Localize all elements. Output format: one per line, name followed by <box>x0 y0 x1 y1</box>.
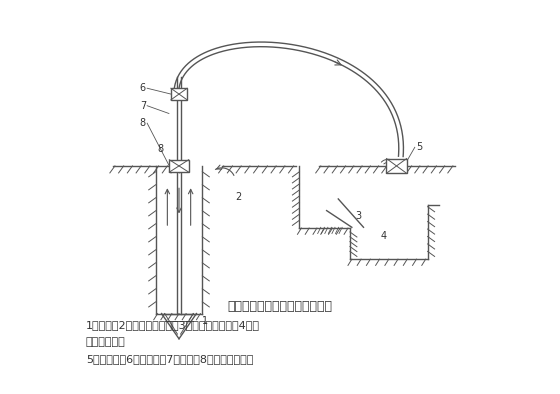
Text: 正循环回转钻进成孔原理示意图: 正循环回转钻进成孔原理示意图 <box>227 301 333 314</box>
Bar <box>386 158 407 173</box>
Text: 浆池及泥浆；: 浆池及泥浆； <box>86 337 125 347</box>
Bar <box>171 88 187 100</box>
Text: 7: 7 <box>140 101 146 111</box>
Text: 5: 5 <box>416 141 422 152</box>
Bar <box>169 160 189 172</box>
Text: 8: 8 <box>157 144 164 154</box>
Text: 5一泥浆泵；6一水龙头；7一钻杆；8一钻机回转装置: 5一泥浆泵；6一水龙头；7一钻杆；8一钻机回转装置 <box>86 353 253 364</box>
Text: 1一钻头；2一泥浆循环方向；3一沉淀池及沉渣；4一泥: 1一钻头；2一泥浆循环方向；3一沉淀池及沉渣；4一泥 <box>86 320 260 330</box>
Text: 1: 1 <box>202 316 208 326</box>
Text: 3: 3 <box>356 212 362 221</box>
Text: 6: 6 <box>140 83 146 93</box>
Text: 2: 2 <box>235 192 241 202</box>
Text: 4: 4 <box>381 231 387 241</box>
Text: 8: 8 <box>140 118 146 128</box>
